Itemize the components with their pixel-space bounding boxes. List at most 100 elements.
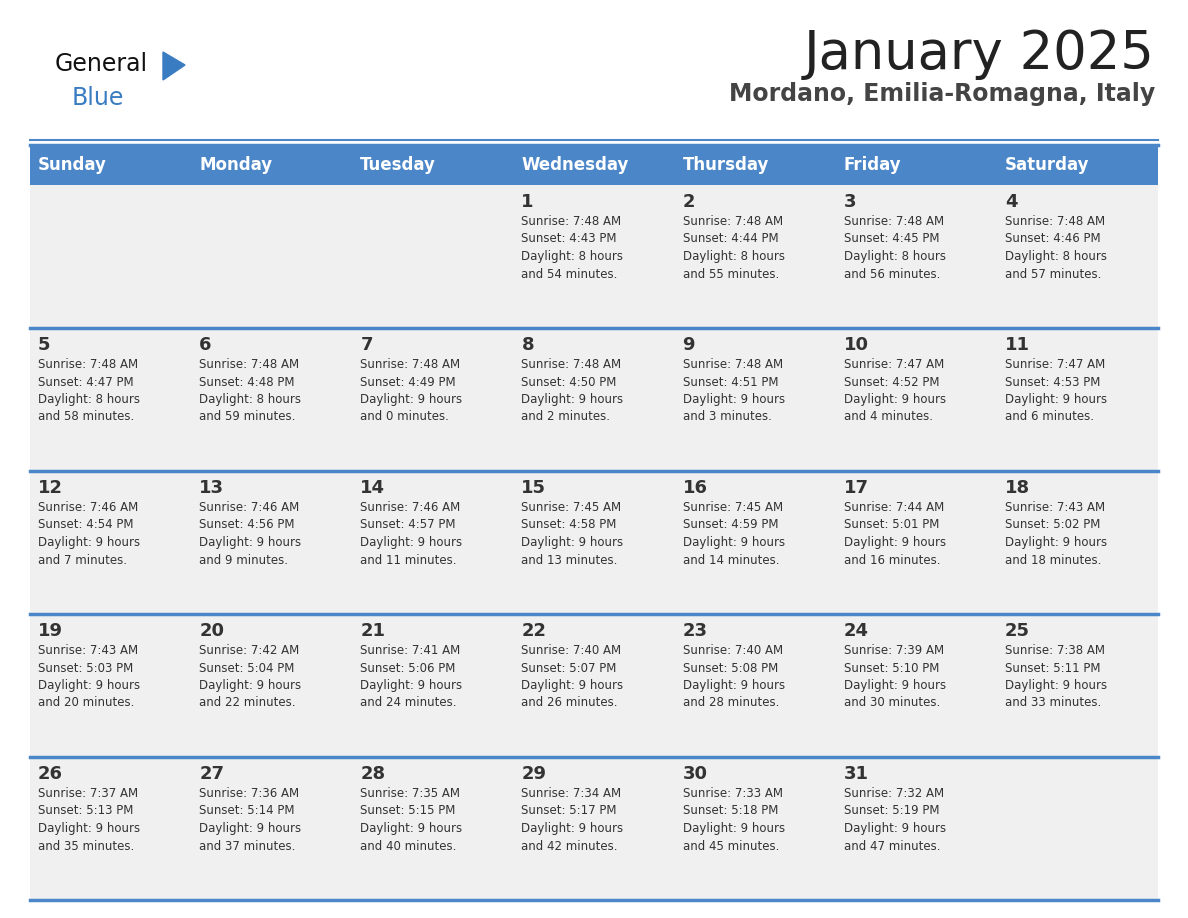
- Text: 20: 20: [200, 622, 225, 640]
- Bar: [30, 185, 191, 328]
- Text: 16: 16: [683, 479, 708, 497]
- Bar: [191, 614, 353, 757]
- Text: Sunrise: 7:32 AM
Sunset: 5:19 PM
Daylight: 9 hours
and 47 minutes.: Sunrise: 7:32 AM Sunset: 5:19 PM Dayligh…: [843, 787, 946, 853]
- Text: Sunrise: 7:48 AM
Sunset: 4:51 PM
Daylight: 9 hours
and 3 minutes.: Sunrise: 7:48 AM Sunset: 4:51 PM Dayligh…: [683, 358, 785, 423]
- Bar: [835, 471, 997, 614]
- Bar: [835, 757, 997, 900]
- Text: Tuesday: Tuesday: [360, 156, 436, 174]
- Text: 25: 25: [1005, 622, 1030, 640]
- Text: Sunrise: 7:38 AM
Sunset: 5:11 PM
Daylight: 9 hours
and 33 minutes.: Sunrise: 7:38 AM Sunset: 5:11 PM Dayligh…: [1005, 644, 1107, 710]
- Text: 1: 1: [522, 193, 533, 211]
- Text: 18: 18: [1005, 479, 1030, 497]
- Bar: [513, 328, 675, 471]
- Bar: [353, 471, 513, 614]
- Text: Saturday: Saturday: [1005, 156, 1089, 174]
- Text: 10: 10: [843, 336, 868, 354]
- Bar: [675, 614, 835, 757]
- Bar: [997, 757, 1158, 900]
- Text: 3: 3: [843, 193, 857, 211]
- Text: 24: 24: [843, 622, 868, 640]
- Text: Sunrise: 7:40 AM
Sunset: 5:08 PM
Daylight: 9 hours
and 28 minutes.: Sunrise: 7:40 AM Sunset: 5:08 PM Dayligh…: [683, 644, 785, 710]
- Text: 29: 29: [522, 765, 546, 783]
- Bar: [191, 757, 353, 900]
- Text: 17: 17: [843, 479, 868, 497]
- Text: Sunrise: 7:48 AM
Sunset: 4:50 PM
Daylight: 9 hours
and 2 minutes.: Sunrise: 7:48 AM Sunset: 4:50 PM Dayligh…: [522, 358, 624, 423]
- Bar: [835, 614, 997, 757]
- Text: Sunrise: 7:41 AM
Sunset: 5:06 PM
Daylight: 9 hours
and 24 minutes.: Sunrise: 7:41 AM Sunset: 5:06 PM Dayligh…: [360, 644, 462, 710]
- Text: 31: 31: [843, 765, 868, 783]
- Bar: [353, 614, 513, 757]
- Text: Sunrise: 7:46 AM
Sunset: 4:57 PM
Daylight: 9 hours
and 11 minutes.: Sunrise: 7:46 AM Sunset: 4:57 PM Dayligh…: [360, 501, 462, 566]
- Bar: [675, 185, 835, 328]
- Text: Sunrise: 7:44 AM
Sunset: 5:01 PM
Daylight: 9 hours
and 16 minutes.: Sunrise: 7:44 AM Sunset: 5:01 PM Dayligh…: [843, 501, 946, 566]
- Text: 9: 9: [683, 336, 695, 354]
- Text: 5: 5: [38, 336, 51, 354]
- Text: Friday: Friday: [843, 156, 902, 174]
- Text: Blue: Blue: [72, 86, 125, 110]
- Polygon shape: [163, 52, 185, 80]
- Text: Sunrise: 7:43 AM
Sunset: 5:03 PM
Daylight: 9 hours
and 20 minutes.: Sunrise: 7:43 AM Sunset: 5:03 PM Dayligh…: [38, 644, 140, 710]
- Text: General: General: [55, 52, 148, 76]
- Text: 28: 28: [360, 765, 385, 783]
- Bar: [30, 614, 191, 757]
- Text: Sunday: Sunday: [38, 156, 107, 174]
- Text: Sunrise: 7:36 AM
Sunset: 5:14 PM
Daylight: 9 hours
and 37 minutes.: Sunrise: 7:36 AM Sunset: 5:14 PM Dayligh…: [200, 787, 302, 853]
- Text: 4: 4: [1005, 193, 1017, 211]
- Bar: [353, 145, 513, 185]
- Text: Mordano, Emilia-Romagna, Italy: Mordano, Emilia-Romagna, Italy: [728, 82, 1155, 106]
- Text: Sunrise: 7:43 AM
Sunset: 5:02 PM
Daylight: 9 hours
and 18 minutes.: Sunrise: 7:43 AM Sunset: 5:02 PM Dayligh…: [1005, 501, 1107, 566]
- Text: January 2025: January 2025: [804, 28, 1155, 80]
- Bar: [30, 471, 191, 614]
- Bar: [513, 185, 675, 328]
- Text: 14: 14: [360, 479, 385, 497]
- Bar: [835, 145, 997, 185]
- Text: Sunrise: 7:46 AM
Sunset: 4:54 PM
Daylight: 9 hours
and 7 minutes.: Sunrise: 7:46 AM Sunset: 4:54 PM Dayligh…: [38, 501, 140, 566]
- Text: Sunrise: 7:45 AM
Sunset: 4:58 PM
Daylight: 9 hours
and 13 minutes.: Sunrise: 7:45 AM Sunset: 4:58 PM Dayligh…: [522, 501, 624, 566]
- Text: Sunrise: 7:46 AM
Sunset: 4:56 PM
Daylight: 9 hours
and 9 minutes.: Sunrise: 7:46 AM Sunset: 4:56 PM Dayligh…: [200, 501, 302, 566]
- Bar: [353, 757, 513, 900]
- Bar: [835, 328, 997, 471]
- Bar: [513, 614, 675, 757]
- Text: Sunrise: 7:48 AM
Sunset: 4:47 PM
Daylight: 8 hours
and 58 minutes.: Sunrise: 7:48 AM Sunset: 4:47 PM Dayligh…: [38, 358, 140, 423]
- Bar: [30, 328, 191, 471]
- Text: 19: 19: [38, 622, 63, 640]
- Text: 30: 30: [683, 765, 708, 783]
- Text: Sunrise: 7:48 AM
Sunset: 4:44 PM
Daylight: 8 hours
and 55 minutes.: Sunrise: 7:48 AM Sunset: 4:44 PM Dayligh…: [683, 215, 784, 281]
- Text: 8: 8: [522, 336, 535, 354]
- Bar: [997, 614, 1158, 757]
- Bar: [30, 757, 191, 900]
- Bar: [675, 328, 835, 471]
- Bar: [513, 145, 675, 185]
- Bar: [30, 145, 191, 185]
- Bar: [353, 328, 513, 471]
- Text: 2: 2: [683, 193, 695, 211]
- Bar: [191, 328, 353, 471]
- Text: Sunrise: 7:47 AM
Sunset: 4:52 PM
Daylight: 9 hours
and 4 minutes.: Sunrise: 7:47 AM Sunset: 4:52 PM Dayligh…: [843, 358, 946, 423]
- Text: 27: 27: [200, 765, 225, 783]
- Text: 26: 26: [38, 765, 63, 783]
- Text: 6: 6: [200, 336, 211, 354]
- Text: Sunrise: 7:42 AM
Sunset: 5:04 PM
Daylight: 9 hours
and 22 minutes.: Sunrise: 7:42 AM Sunset: 5:04 PM Dayligh…: [200, 644, 302, 710]
- Text: 22: 22: [522, 622, 546, 640]
- Text: Sunrise: 7:39 AM
Sunset: 5:10 PM
Daylight: 9 hours
and 30 minutes.: Sunrise: 7:39 AM Sunset: 5:10 PM Dayligh…: [843, 644, 946, 710]
- Bar: [191, 471, 353, 614]
- Text: Sunrise: 7:34 AM
Sunset: 5:17 PM
Daylight: 9 hours
and 42 minutes.: Sunrise: 7:34 AM Sunset: 5:17 PM Dayligh…: [522, 787, 624, 853]
- Bar: [997, 185, 1158, 328]
- Bar: [675, 145, 835, 185]
- Bar: [513, 471, 675, 614]
- Text: Sunrise: 7:45 AM
Sunset: 4:59 PM
Daylight: 9 hours
and 14 minutes.: Sunrise: 7:45 AM Sunset: 4:59 PM Dayligh…: [683, 501, 785, 566]
- Bar: [191, 145, 353, 185]
- Text: 23: 23: [683, 622, 708, 640]
- Text: Sunrise: 7:40 AM
Sunset: 5:07 PM
Daylight: 9 hours
and 26 minutes.: Sunrise: 7:40 AM Sunset: 5:07 PM Dayligh…: [522, 644, 624, 710]
- Text: Wednesday: Wednesday: [522, 156, 628, 174]
- Text: Sunrise: 7:47 AM
Sunset: 4:53 PM
Daylight: 9 hours
and 6 minutes.: Sunrise: 7:47 AM Sunset: 4:53 PM Dayligh…: [1005, 358, 1107, 423]
- Text: 21: 21: [360, 622, 385, 640]
- Text: 7: 7: [360, 336, 373, 354]
- Text: Thursday: Thursday: [683, 156, 769, 174]
- Text: Sunrise: 7:48 AM
Sunset: 4:46 PM
Daylight: 8 hours
and 57 minutes.: Sunrise: 7:48 AM Sunset: 4:46 PM Dayligh…: [1005, 215, 1107, 281]
- Text: 15: 15: [522, 479, 546, 497]
- Text: 13: 13: [200, 479, 225, 497]
- Bar: [997, 471, 1158, 614]
- Text: Sunrise: 7:48 AM
Sunset: 4:49 PM
Daylight: 9 hours
and 0 minutes.: Sunrise: 7:48 AM Sunset: 4:49 PM Dayligh…: [360, 358, 462, 423]
- Bar: [675, 757, 835, 900]
